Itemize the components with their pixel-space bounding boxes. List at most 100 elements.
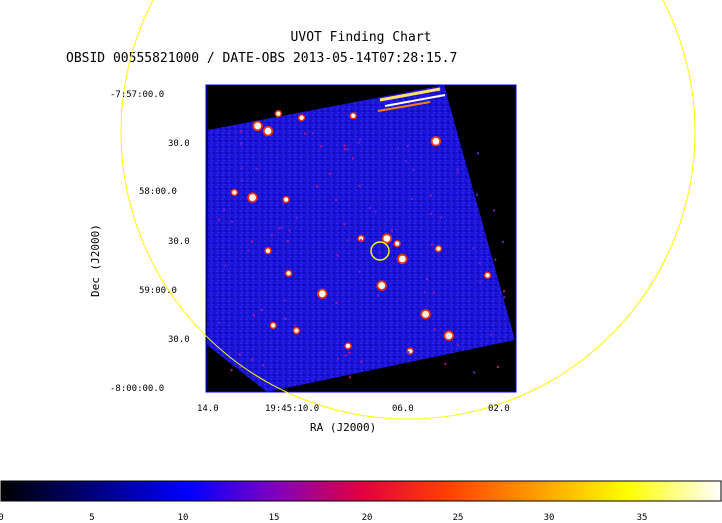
noise-speckle (359, 239, 362, 242)
noise-speckle (250, 358, 253, 361)
noise-speckle (430, 212, 433, 215)
ra-tick: 02.0 (488, 404, 510, 414)
noise-speckle (376, 294, 379, 297)
noise-speckle (472, 247, 475, 250)
colorbar-tick: 20 (361, 513, 373, 523)
noise-speckle (431, 243, 434, 246)
star-core (394, 241, 400, 246)
colorbar-tick: 10 (177, 513, 189, 523)
noise-speckle (405, 160, 408, 163)
colorbar-tick: 25 (452, 513, 464, 523)
noise-speckle (493, 209, 496, 212)
star-core (232, 190, 237, 195)
noise-speckle (429, 194, 432, 197)
noise-speckle (407, 351, 410, 354)
dec-tick: 59:00.0 (139, 286, 177, 296)
noise-speckle (296, 216, 299, 219)
noise-speckle (348, 376, 351, 379)
noise-speckle (240, 179, 243, 182)
noise-speckle (479, 280, 482, 283)
noise-speckle (286, 240, 289, 243)
dec-tick: 58:00.0 (139, 187, 177, 197)
star-core (286, 271, 291, 276)
noise-speckle (238, 353, 241, 356)
noise-speckle (270, 234, 273, 237)
noise-speckle (503, 296, 506, 299)
noise-speckle (360, 360, 363, 363)
star-core (445, 332, 453, 340)
noise-speckle (423, 291, 426, 294)
chart-title: UVOT Finding Chart (290, 30, 432, 45)
colorbar-tick: 0 (0, 513, 4, 523)
star-core (398, 255, 406, 263)
colorbar-tick: 30 (543, 513, 555, 523)
noise-speckle (231, 220, 234, 223)
chart-subtitle: OBSID 00555821000 / DATE-OBS 2013-05-14T… (66, 51, 458, 66)
noise-speckle (357, 141, 360, 144)
star-core (318, 290, 326, 298)
noise-speckle (473, 371, 476, 374)
star-field (218, 110, 506, 379)
noise-speckle (343, 148, 346, 151)
noise-speckle (335, 198, 338, 201)
noise-speckle (222, 209, 225, 212)
noise-speckle (294, 324, 297, 327)
noise-speckle (283, 317, 286, 320)
star-core (265, 248, 271, 253)
noise-speckle (262, 364, 265, 367)
noise-speckle (239, 130, 242, 133)
dec-tick: -8:00:00.0 (110, 384, 165, 394)
star-core (432, 137, 440, 145)
noise-speckle (410, 198, 413, 201)
noise-speckle (501, 240, 504, 243)
noise-speckle (284, 318, 287, 321)
noise-speckle (494, 258, 497, 261)
noise-speckle (359, 138, 362, 141)
noise-speckle (288, 229, 291, 232)
star-core (383, 235, 391, 242)
noise-speckle (412, 168, 415, 171)
field-of-view-circle (120, 0, 696, 420)
noise-speckle (374, 210, 377, 213)
star-core (270, 323, 276, 328)
noise-speckle (278, 227, 281, 230)
star-core (345, 343, 351, 349)
star-core (436, 246, 441, 251)
noise-speckle (251, 240, 254, 243)
noise-speckle (344, 354, 347, 357)
dec-tick: 30.0 (168, 335, 190, 345)
noise-speckle (336, 254, 339, 257)
noise-speckle (311, 132, 314, 135)
noise-speckle (218, 321, 221, 324)
noise-speckle (440, 216, 443, 219)
noise-speckle (343, 144, 346, 147)
noise-speckle (252, 314, 255, 317)
noise-speckle (230, 369, 233, 372)
noise-speckle (284, 299, 287, 302)
noise-speckle (335, 302, 338, 305)
noise-speckle (406, 144, 409, 147)
noise-speckle (432, 291, 435, 294)
dec-tick: 30.0 (168, 237, 190, 247)
noise-speckle (346, 148, 349, 151)
noise-speckle (348, 351, 351, 354)
noise-speckle (390, 229, 393, 232)
star-core (378, 282, 386, 289)
noise-speckle (475, 193, 478, 196)
star-core (299, 115, 304, 120)
noise-speckle (224, 264, 227, 267)
noise-speckle (336, 357, 339, 360)
star-core (485, 273, 490, 278)
colorbar (0, 480, 722, 502)
noise-speckle (456, 344, 459, 347)
ra-tick: 19:45:10.0 (265, 404, 320, 414)
star-core (249, 194, 256, 201)
noise-speckle (496, 365, 499, 368)
noise-speckle (280, 226, 283, 229)
noise-speckle (240, 142, 243, 145)
noise-speckle (346, 239, 349, 242)
noise-speckle (320, 145, 323, 148)
star-core (351, 113, 356, 118)
noise-speckle (358, 184, 361, 187)
noise-speckle (282, 201, 285, 204)
